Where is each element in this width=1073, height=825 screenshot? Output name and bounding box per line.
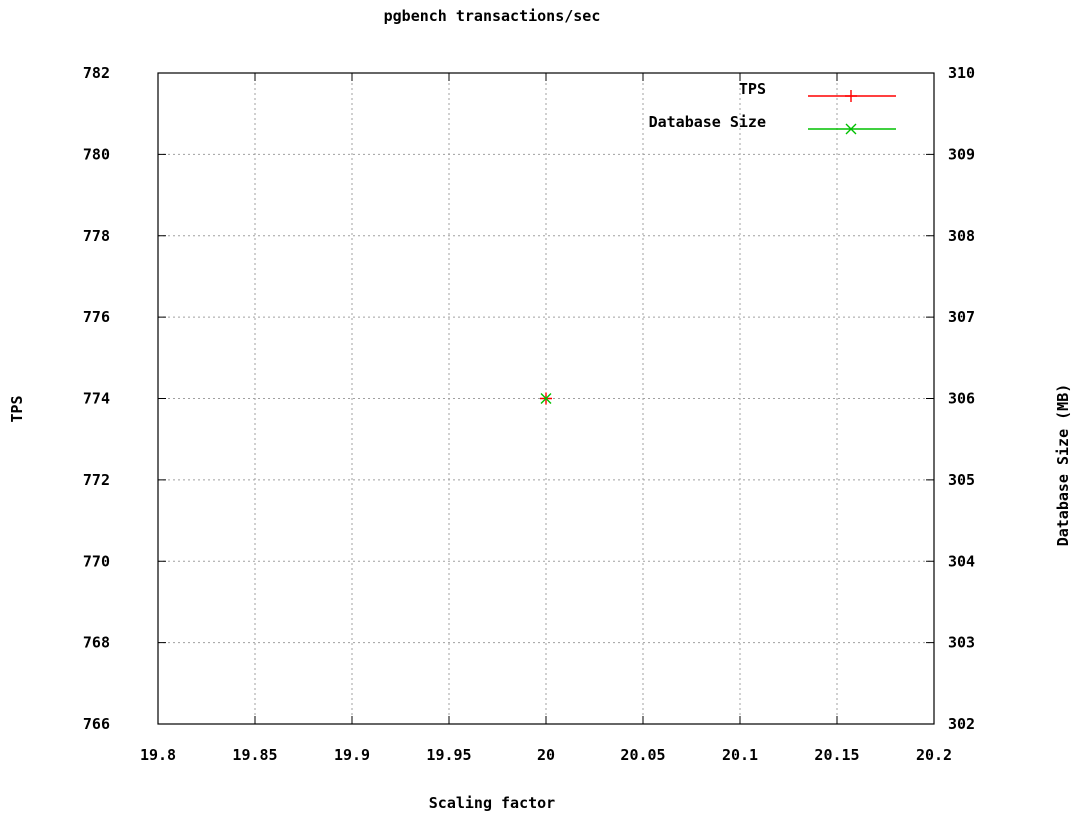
x-tick-label: 20.15 xyxy=(814,746,859,764)
x-tick-label: 19.8 xyxy=(140,746,176,764)
x-tick-label: 19.9 xyxy=(334,746,370,764)
legend-marker xyxy=(845,123,857,135)
x-tick-label: 20 xyxy=(537,746,555,764)
y-tick-label: 766 xyxy=(83,715,110,733)
x-tick-label: 20.05 xyxy=(620,746,665,764)
y2-tick-label: 307 xyxy=(948,308,975,326)
y-tick-label: 782 xyxy=(83,64,110,82)
y2-tick-label: 302 xyxy=(948,715,975,733)
data-points xyxy=(540,392,552,405)
y2-tick-label: 306 xyxy=(948,390,975,408)
y-tick-label: 778 xyxy=(83,227,110,245)
y2-axis-label: Database Size (MB) xyxy=(1054,384,1072,547)
y-tick-label: 780 xyxy=(83,145,110,163)
y-tick-label: 768 xyxy=(83,634,110,652)
x-tick-label: 19.95 xyxy=(426,746,471,764)
axis-ticks xyxy=(157,72,935,725)
y2-tick-label: 304 xyxy=(948,552,975,570)
chart-title: pgbench transactions/sec xyxy=(384,7,601,25)
y2-tick-label: 309 xyxy=(948,145,975,163)
y2-tick-label: 308 xyxy=(948,227,975,245)
x-tick-label: 20.1 xyxy=(722,746,758,764)
y-tick-label: 776 xyxy=(83,308,110,326)
y2-tick-label: 305 xyxy=(948,471,975,489)
y-tick-label: 774 xyxy=(83,390,110,408)
legend: TPS Database Size xyxy=(649,80,896,135)
legend-label: TPS xyxy=(739,80,766,98)
y-axis-label: TPS xyxy=(8,395,26,422)
x-tick-label: 20.2 xyxy=(916,746,952,764)
x-axis-label: Scaling factor xyxy=(429,794,555,812)
y2-tick-label: 303 xyxy=(948,634,975,652)
x-tick-label: 19.85 xyxy=(232,746,277,764)
y-tick-label: 772 xyxy=(83,471,110,489)
legend-label: Database Size xyxy=(649,113,766,131)
y2-tick-label: 310 xyxy=(948,64,975,82)
legend-marker xyxy=(845,90,857,102)
tick-labels: 19.8 19.85 19.9 19.95 20 20.05 20.1 20.15 20.2 76… xyxy=(83,64,975,764)
database-size-point xyxy=(540,393,552,404)
y-tick-label: 770 xyxy=(83,552,110,570)
